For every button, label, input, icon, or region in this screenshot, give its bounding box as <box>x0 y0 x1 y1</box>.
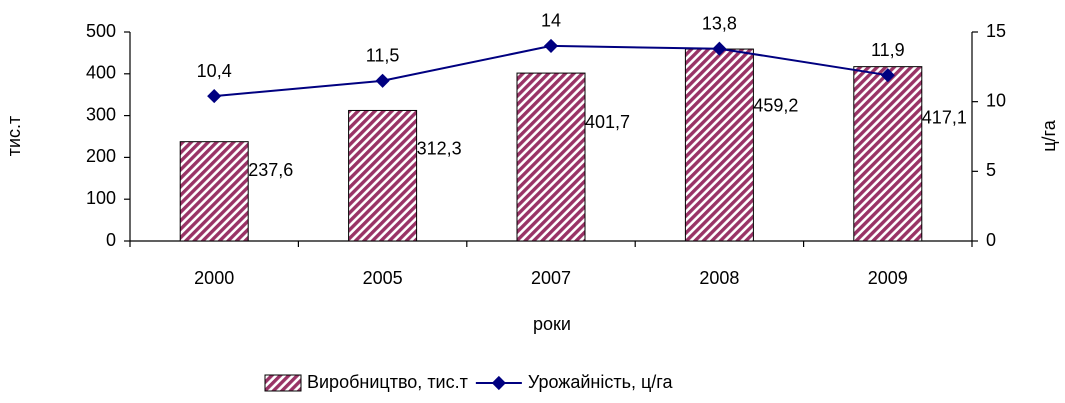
line-value-label: 11,9 <box>871 40 905 60</box>
y2-tick-label: 15 <box>986 21 1006 41</box>
y-tick-label: 100 <box>86 188 116 208</box>
legend-label: Урожайність, ц/га <box>528 372 674 392</box>
bar <box>684 48 754 242</box>
y-tick-label: 0 <box>106 230 116 250</box>
line-marker <box>375 73 390 88</box>
bar <box>853 66 923 242</box>
line-marker <box>207 89 222 104</box>
line-marker <box>543 38 559 54</box>
legend-swatch <box>264 374 302 392</box>
y2-tick-label: 5 <box>986 160 996 180</box>
line-value-label: 10,4 <box>197 61 232 81</box>
y-tick-label: 500 <box>86 21 116 41</box>
bar-value-label: 417,1 <box>922 108 967 128</box>
line-value-label: 13,8 <box>702 13 737 33</box>
bar <box>516 72 586 242</box>
legend-marker <box>491 375 506 391</box>
x-tick-label: 2007 <box>531 268 571 288</box>
x-tick-label: 2008 <box>699 268 739 288</box>
legend-label: Виробництво, тис.т <box>307 372 468 392</box>
x-axis-title: роки <box>533 314 571 334</box>
y2-axis-title: ц/га <box>1039 119 1059 151</box>
bar-value-label: 237,6 <box>248 160 293 180</box>
y2-tick-label: 0 <box>986 230 996 250</box>
bar-value-label: 401,7 <box>585 112 630 132</box>
x-tick-label: 2005 <box>363 268 403 288</box>
line-value-label: 14 <box>541 11 561 31</box>
line-marker <box>880 68 895 83</box>
line-marker <box>712 41 727 56</box>
y-axis-title: тис.т <box>4 116 24 157</box>
x-tick-label: 2000 <box>194 268 234 288</box>
y-tick-label: 200 <box>86 146 116 166</box>
line-value-label: 11,5 <box>366 46 400 66</box>
bar-value-label: 312,3 <box>417 138 462 158</box>
y-tick-label: 300 <box>86 104 116 124</box>
bar <box>179 141 249 242</box>
y-tick-label: 400 <box>86 63 116 83</box>
y2-tick-label: 10 <box>986 90 1006 110</box>
x-tick-label: 2009 <box>868 268 908 288</box>
bar-value-label: 459,2 <box>753 95 798 115</box>
bar <box>348 109 418 242</box>
